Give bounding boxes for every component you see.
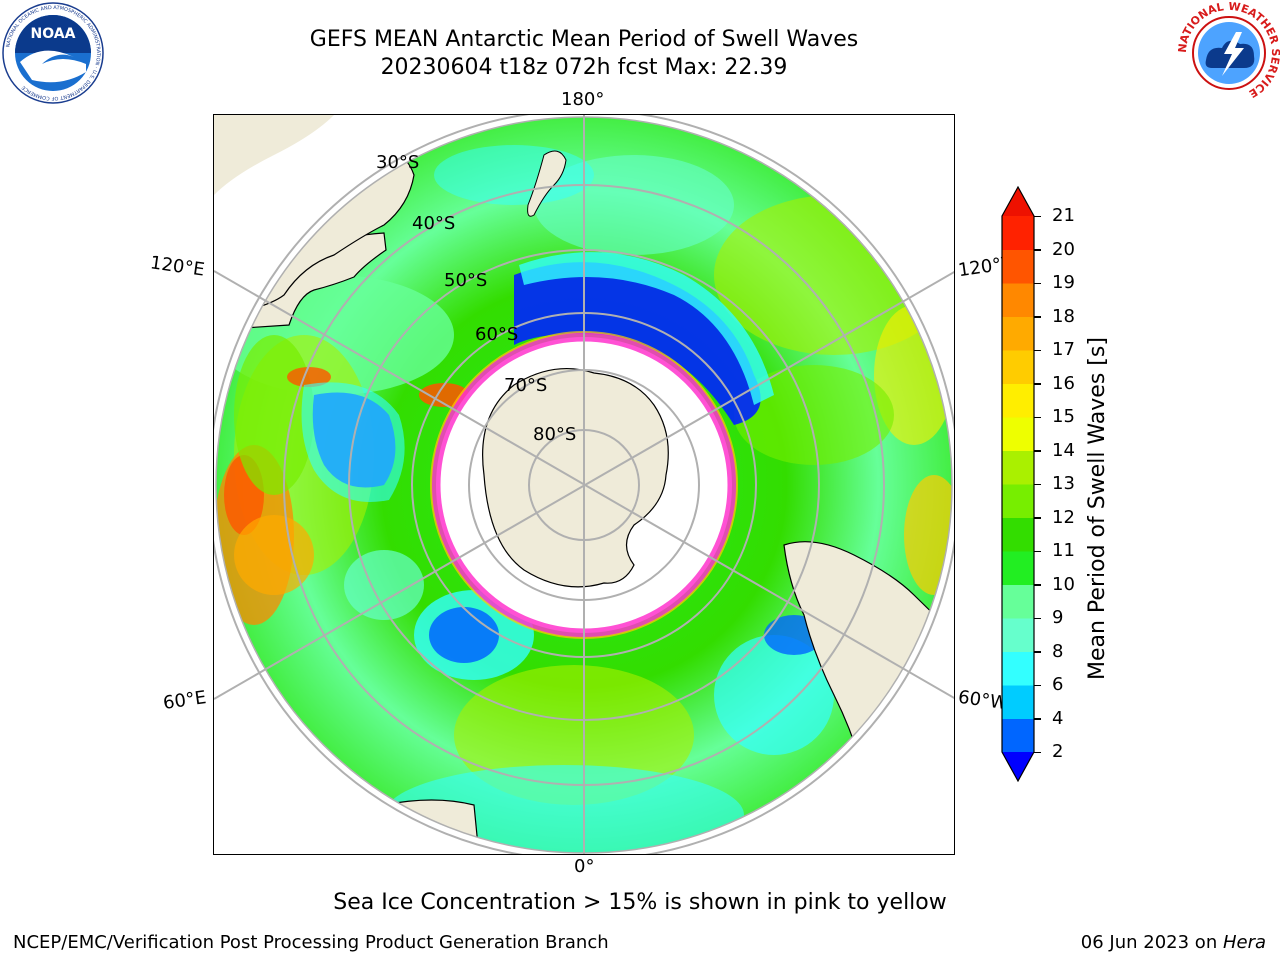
colorbar-segment <box>1002 584 1034 619</box>
polar-map-canvas <box>214 115 954 854</box>
colorbar-tick-label: 6 <box>1052 674 1064 695</box>
colorbar-tick-mark <box>1034 617 1041 619</box>
lat-label-30s: 30°S <box>376 152 420 173</box>
colorbar-tick-label: 13 <box>1052 473 1075 494</box>
colorbar-segment <box>1002 283 1034 317</box>
new-zealand-land <box>527 150 567 217</box>
colorbar-under-arrow <box>1002 752 1034 781</box>
colorbar-tick-label: 15 <box>1052 406 1075 427</box>
colorbar <box>1001 186 1035 782</box>
colorbar-segment <box>1002 618 1034 652</box>
lon-label-0: 0° <box>574 856 595 877</box>
colorbar-segment <box>1002 383 1034 418</box>
antarctica-land <box>482 368 669 588</box>
colorbar-tick-label: 14 <box>1052 439 1075 461</box>
longitude-grid <box>214 115 954 854</box>
colorbar-tick-mark <box>1034 215 1041 217</box>
africa-land <box>216 746 308 853</box>
polar-map <box>213 114 955 855</box>
colorbar-tick-label: 2 <box>1052 741 1064 762</box>
credit-date: 06 Jun 2023 on Hera <box>1081 932 1266 953</box>
lat-label-80s: 80°S <box>533 424 577 445</box>
colorbar-tick-mark <box>1034 282 1041 284</box>
colorbar-segment <box>1002 350 1034 384</box>
colorbar-tick-mark <box>1034 751 1041 753</box>
lat-label-70s: 70°S <box>504 375 548 396</box>
nws-logo: NATIONAL WEATHER SERVICE <box>1178 2 1280 103</box>
lat-label-60s: 60°S <box>475 324 519 345</box>
colorbar-tick-mark <box>1034 584 1041 586</box>
chart-title: GEFS MEAN Antarctic Mean Period of Swell… <box>309 27 859 52</box>
colorbar-segment <box>1002 685 1034 719</box>
colorbar-tick-label: 18 <box>1052 305 1075 327</box>
credit-system: Hera <box>1222 932 1266 953</box>
colorbar-tick-label: 19 <box>1052 272 1075 293</box>
colorbar-tick-label: 17 <box>1052 339 1075 360</box>
colorbar-segment <box>1002 484 1034 518</box>
colorbar-tick-mark <box>1034 550 1041 552</box>
colorbar-segment <box>1002 517 1034 552</box>
colorbar-tick-label: 12 <box>1052 506 1075 528</box>
colorbar-tick-label: 9 <box>1052 607 1064 628</box>
colorbar-segment <box>1002 718 1034 753</box>
colorbar-tick-mark <box>1034 450 1041 452</box>
colorbar-tick-label: 10 <box>1052 573 1075 595</box>
colorbar-tick-label: 20 <box>1052 238 1075 260</box>
noaa-logo: NOAA NATIONAL OCEANIC AND ATMOSPHERIC AD… <box>2 2 104 104</box>
colorbar-tick-label: 11 <box>1052 540 1075 561</box>
colorbar-tick-mark <box>1034 416 1041 418</box>
colorbar-tick-label: 4 <box>1052 707 1064 729</box>
colorbar-tick-mark <box>1034 483 1041 485</box>
sea-ice-note: Sea Ice Concentration > 15% is shown in … <box>333 890 947 915</box>
lat-label-50s: 50°S <box>444 270 488 291</box>
colorbar-tick-label: 8 <box>1052 640 1064 662</box>
colorbar-over-arrow <box>1002 187 1034 216</box>
colorbar-tick-mark <box>1034 651 1041 653</box>
swell-period-field <box>216 117 952 853</box>
colorbar-segment <box>1002 551 1034 585</box>
colorbar-tick-mark <box>1034 249 1041 251</box>
lon-label-180: 180° <box>561 89 605 110</box>
colorbar-segment <box>1002 651 1034 686</box>
colorbar-segment <box>1002 417 1034 451</box>
lat-label-40s: 40°S <box>412 213 456 234</box>
colorbar-tick-mark <box>1034 684 1041 686</box>
colorbar-tick-mark <box>1034 349 1041 351</box>
colorbar-tick-mark <box>1034 316 1041 318</box>
lon-label-120e: 120°E <box>148 252 206 281</box>
credit-date-text: 06 Jun 2023 on <box>1080 932 1223 953</box>
colorbar-tick-label: 16 <box>1052 372 1075 394</box>
colorbar-segment <box>1002 316 1034 351</box>
colorbar-tick-mark <box>1034 517 1041 519</box>
credit-branch: NCEP/EMC/Verification Post Processing Pr… <box>13 932 609 953</box>
colorbar-tick-mark <box>1034 718 1041 720</box>
noaa-logo-text: NOAA <box>31 26 76 42</box>
lon-label-60e: 60°E <box>161 687 208 714</box>
colorbar-tick-mark <box>1034 383 1041 385</box>
colorbar-segment <box>1002 249 1034 284</box>
colorbar-label: Mean Period of Swell Waves [s] <box>1085 337 1110 680</box>
colorbar-segment <box>1002 216 1034 250</box>
colorbar-tick-label: 21 <box>1052 205 1075 226</box>
colorbar-segment <box>1002 450 1034 485</box>
chart-subtitle: 20230604 t18z 072h fcst Max: 22.39 <box>380 55 788 80</box>
